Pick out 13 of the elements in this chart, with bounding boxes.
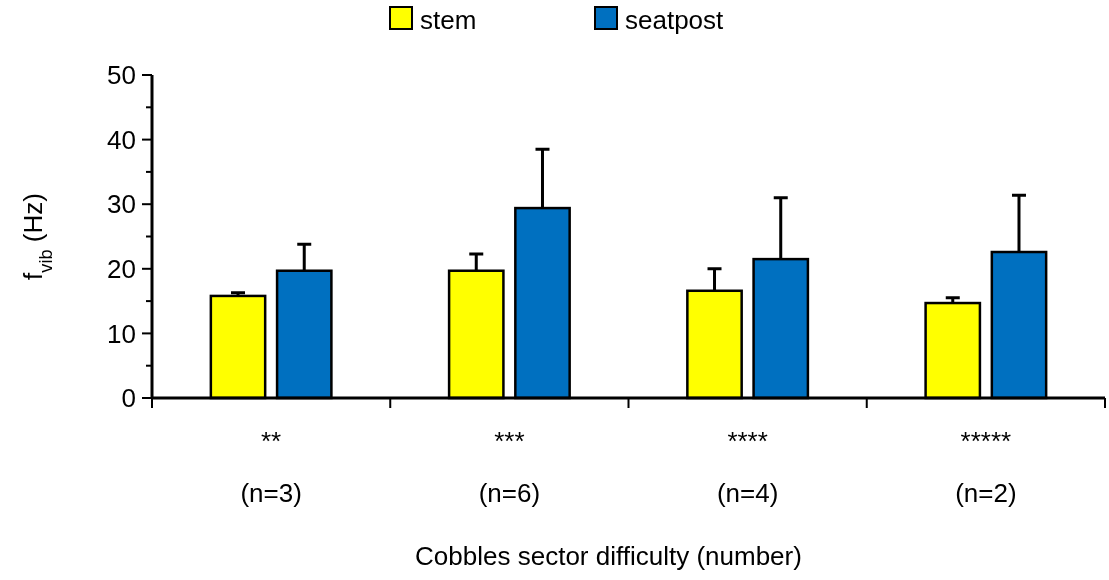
x-tick-label: *** (n=6) xyxy=(478,426,541,508)
y-tick-label: 20 xyxy=(107,253,136,284)
legend-label: seatpost xyxy=(625,5,725,36)
x-tick-label: **** (n=4) xyxy=(716,426,779,508)
y-tick-label: 50 xyxy=(107,60,136,91)
y-tick-label: 30 xyxy=(107,189,136,220)
x-tick-label: ***** (n=2) xyxy=(955,426,1017,508)
y-tick-label: 40 xyxy=(107,124,136,155)
y-tick-label: 0 xyxy=(121,383,136,414)
y-tick-label: 10 xyxy=(107,318,136,349)
x-tick-label: ** (n=3) xyxy=(240,426,302,508)
x-axis-title: Cobbles sector difficulty (number) xyxy=(415,541,802,571)
legend-label: stem xyxy=(420,5,477,36)
